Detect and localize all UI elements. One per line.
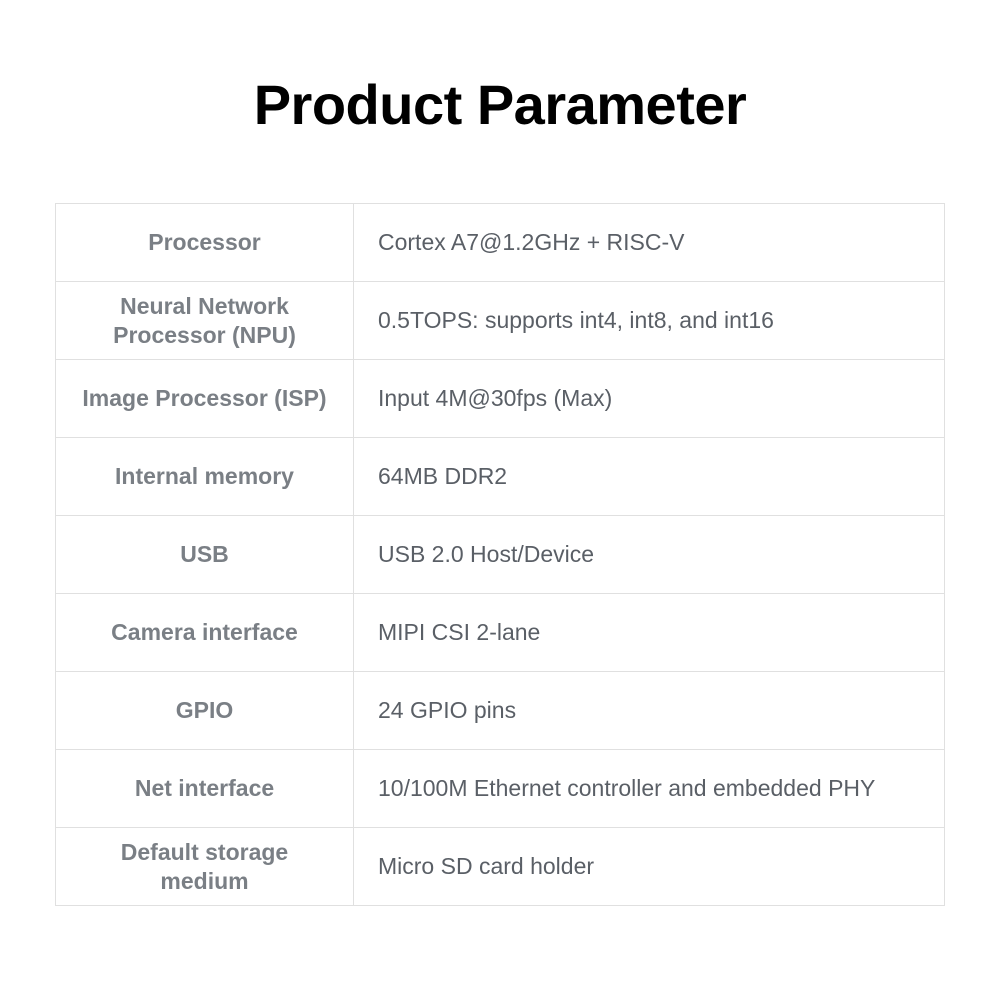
spec-label: Default storage medium bbox=[56, 828, 354, 906]
table-row: USB USB 2.0 Host/Device bbox=[56, 516, 945, 594]
table-row: Net interface 10/100M Ethernet controlle… bbox=[56, 750, 945, 828]
spec-value: Micro SD card holder bbox=[354, 828, 945, 906]
page-title: Product Parameter bbox=[254, 72, 747, 137]
spec-value: MIPI CSI 2-lane bbox=[354, 594, 945, 672]
spec-table: Processor Cortex A7@1.2GHz + RISC-V Neur… bbox=[55, 203, 945, 906]
spec-value: 64MB DDR2 bbox=[354, 438, 945, 516]
spec-label: Neural Network Processor (NPU) bbox=[56, 282, 354, 360]
page: Product Parameter Processor Cortex A7@1.… bbox=[0, 0, 1000, 1000]
spec-label: Camera interface bbox=[56, 594, 354, 672]
spec-label: Image Processor (ISP) bbox=[56, 360, 354, 438]
spec-value: 10/100M Ethernet controller and embedded… bbox=[354, 750, 945, 828]
spec-value: Cortex A7@1.2GHz + RISC-V bbox=[354, 204, 945, 282]
table-row: Internal memory 64MB DDR2 bbox=[56, 438, 945, 516]
table-row: Camera interface MIPI CSI 2-lane bbox=[56, 594, 945, 672]
spec-value: USB 2.0 Host/Device bbox=[354, 516, 945, 594]
table-row: Default storage medium Micro SD card hol… bbox=[56, 828, 945, 906]
spec-label: Net interface bbox=[56, 750, 354, 828]
table-row: Processor Cortex A7@1.2GHz + RISC-V bbox=[56, 204, 945, 282]
spec-label: Processor bbox=[56, 204, 354, 282]
spec-value: 24 GPIO pins bbox=[354, 672, 945, 750]
spec-label: GPIO bbox=[56, 672, 354, 750]
table-row: GPIO 24 GPIO pins bbox=[56, 672, 945, 750]
spec-label: USB bbox=[56, 516, 354, 594]
spec-label: Internal memory bbox=[56, 438, 354, 516]
table-row: Neural Network Processor (NPU) 0.5TOPS: … bbox=[56, 282, 945, 360]
spec-value: 0.5TOPS: supports int4, int8, and int16 bbox=[354, 282, 945, 360]
table-row: Image Processor (ISP) Input 4M@30fps (Ma… bbox=[56, 360, 945, 438]
spec-value: Input 4M@30fps (Max) bbox=[354, 360, 945, 438]
